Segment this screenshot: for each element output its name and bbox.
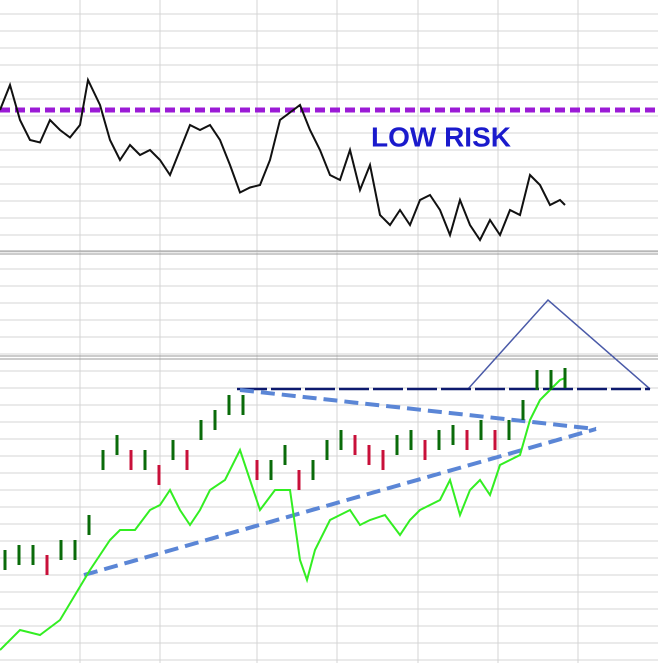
target-triangle	[467, 298, 651, 390]
trend-line	[83, 427, 597, 577]
indicator-line	[0, 76, 566, 242]
annotation: LOW RISK	[371, 121, 511, 152]
trend-line	[239, 388, 597, 431]
relative-strength-line	[0, 377, 566, 651]
